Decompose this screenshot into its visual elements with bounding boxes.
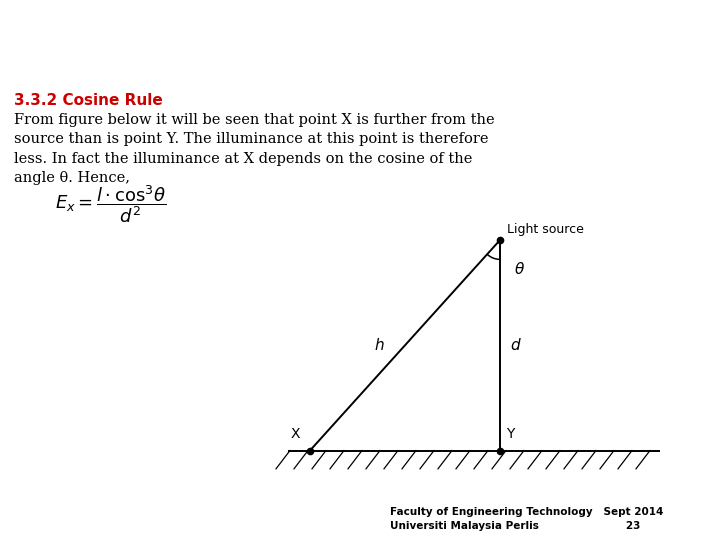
Text: From figure below it will be seen that point X is further from the: From figure below it will be seen that p… — [14, 113, 495, 127]
Text: less. In fact the illuminance at X depends on the cosine of the: less. In fact the illuminance at X depen… — [14, 152, 472, 166]
Text: Universiti Malaysia Perlis                        23: Universiti Malaysia Perlis 23 — [390, 521, 640, 531]
Text: $d$: $d$ — [510, 338, 522, 353]
Text: angle θ. Hence,: angle θ. Hence, — [14, 171, 130, 185]
Text: $h$: $h$ — [374, 338, 385, 353]
Text: Y: Y — [506, 427, 514, 441]
Text: Faculty of Engineering Technology   Sept 2014: Faculty of Engineering Technology Sept 2… — [390, 507, 663, 517]
Text: X: X — [290, 427, 300, 441]
Text: 3.3 Calculation of Lighting Requirement: 3.3 Calculation of Lighting Requirement — [13, 21, 427, 41]
Text: Light source: Light source — [507, 223, 584, 236]
Text: source than is point Y. The illuminance at this point is therefore: source than is point Y. The illuminance … — [14, 132, 488, 146]
Text: $\theta$: $\theta$ — [514, 260, 525, 276]
Text: 3.3.2 Cosine Rule: 3.3.2 Cosine Rule — [14, 92, 163, 107]
Text: $E_x = \dfrac{l \cdot \cos^3\!\theta}{d^2}$: $E_x = \dfrac{l \cdot \cos^3\!\theta}{d^… — [55, 184, 166, 225]
